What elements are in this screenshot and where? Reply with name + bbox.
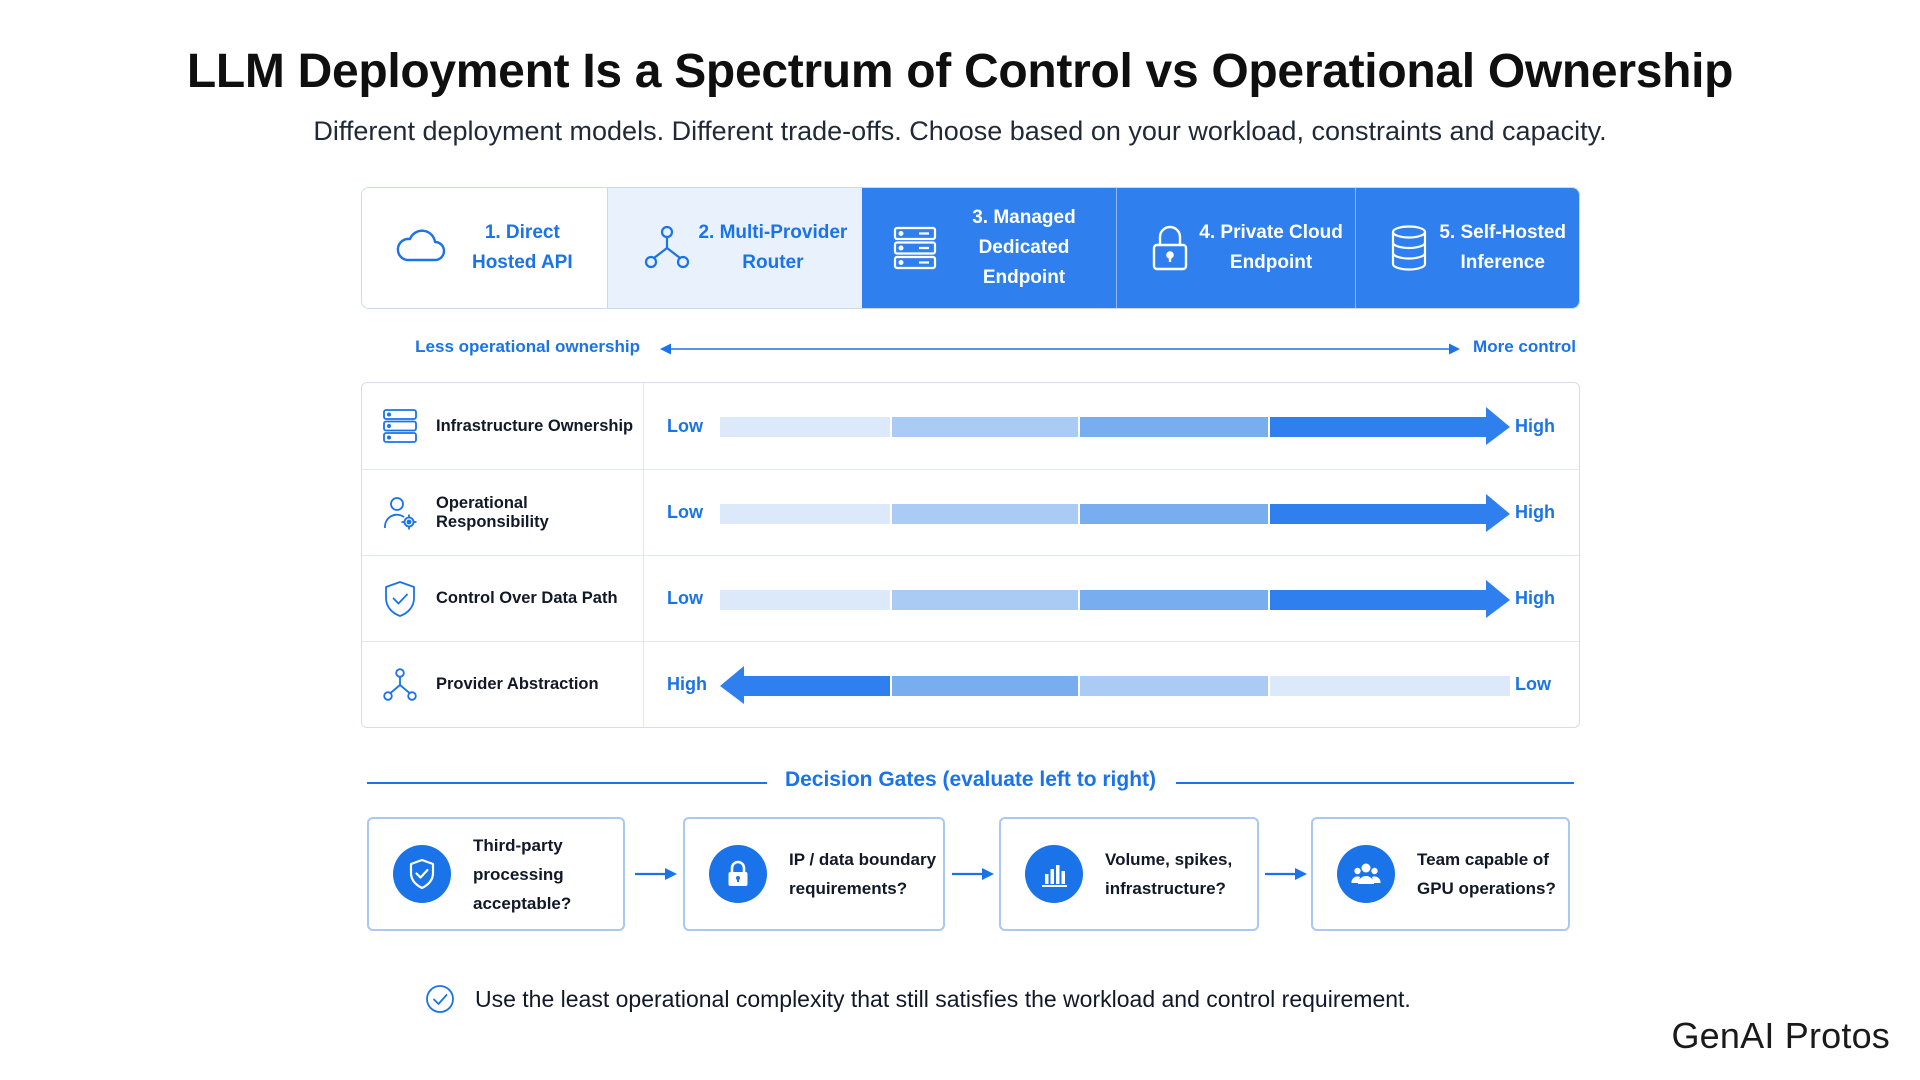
model-direct-hosted-api[interactable]: 1. Direct Hosted API [362, 188, 607, 308]
dimension-row-infrastructure-ownership: Infrastructure Ownership Low High [362, 383, 1579, 469]
decision-gates-header: Decision Gates (evaluate left to right) [367, 768, 1574, 798]
bar-chart-icon [1025, 845, 1083, 903]
decision-gate-volume[interactable]: Volume, spikes, infrastructure? [999, 817, 1259, 931]
model-label: 4. Private Cloud Endpoint [1199, 222, 1343, 273]
level-end: High [1515, 588, 1555, 608]
divider-line [367, 782, 767, 784]
dimension-label: Control Over Data Path [436, 589, 618, 607]
footer-note-text: Use the least operational complexity tha… [475, 985, 1411, 1012]
dimension-label: Infrastructure Ownership [436, 416, 634, 435]
dimension-table: Infrastructure Ownership Low High [361, 382, 1580, 728]
shield-check-icon [393, 845, 451, 903]
axis-left-label: Less operational ownership [415, 337, 640, 356]
dimension-row-control-over-data-path: Control Over Data Path Low High [362, 555, 1579, 641]
axis-right-label: More control [1473, 337, 1576, 356]
level-start: Low [667, 588, 703, 608]
dimension-row-provider-abstraction: Provider Abstraction High Low [362, 641, 1579, 727]
user-gear-icon [380, 493, 420, 533]
gate-arrow [1265, 868, 1307, 880]
level-end: High [1515, 502, 1555, 522]
network-icon [380, 665, 420, 705]
decision-gate-ip-boundary[interactable]: IP / data boundary requirements? [683, 817, 945, 931]
divider-line [1176, 782, 1574, 784]
database-icon [1380, 219, 1438, 277]
brand-logo: GenAI Protos [1671, 1015, 1890, 1056]
level-start: Low [667, 415, 703, 436]
decision-gates-title: Decision Gates (evaluate left to right) [784, 768, 1157, 791]
gate-text: Team capable of GPU operations? [1417, 850, 1556, 898]
level-start: Low [667, 502, 703, 522]
model-label: 2. Multi-Provider Router [698, 222, 848, 273]
level-end: Low [1515, 674, 1551, 694]
decision-gate-third-party[interactable]: Third-party processing acceptable? [367, 817, 625, 931]
model-managed-dedicated-endpoint[interactable]: 3. Managed Dedicated Endpoint [862, 188, 1116, 308]
level-end: High [1515, 415, 1555, 436]
dimension-label: Provider Abstraction [436, 675, 599, 693]
server-icon [380, 406, 420, 446]
axis-double-arrow [660, 343, 1460, 355]
dimension-label-cell: Operational Responsibility [362, 470, 644, 555]
dimension-row-operational-responsibility: Operational Responsibility Low High [362, 469, 1579, 555]
gradient-arrow-left [720, 666, 1510, 704]
gate-text: Volume, spikes, infrastructure? [1105, 850, 1233, 898]
deployment-models: 1. Direct Hosted API 2. Multi-Provider R… [361, 187, 1580, 309]
dimension-label: Operational Responsibility [436, 493, 549, 531]
model-self-hosted-inference[interactable]: 5. Self-Hosted Inference [1355, 188, 1579, 308]
gate-text: Third-party processing acceptable? [473, 835, 572, 913]
dimension-label-cell: Control Over Data Path [362, 556, 644, 641]
gate-arrow [952, 868, 994, 880]
lock-icon [709, 845, 767, 903]
cloud-icon [392, 219, 450, 277]
model-label: 5. Self-Hosted Inference [1439, 222, 1567, 273]
gate-arrow [635, 868, 677, 880]
server-icon [886, 219, 944, 277]
page-title: LLM Deployment Is a Spectrum of Control … [186, 45, 1734, 98]
decision-gate-team-capability[interactable]: Team capable of GPU operations? [1311, 817, 1570, 931]
level-start: High [667, 674, 707, 694]
gradient-arrow-right [720, 494, 1510, 532]
model-multi-provider-router[interactable]: 2. Multi-Provider Router [606, 188, 863, 308]
shield-check-icon [380, 579, 420, 619]
model-label: 1. Direct Hosted API [471, 222, 573, 273]
dimension-label-cell: Provider Abstraction [362, 642, 644, 727]
lock-icon [1141, 219, 1199, 277]
model-label: 3. Managed Dedicated Endpoint [972, 207, 1076, 288]
model-private-cloud-endpoint[interactable]: 4. Private Cloud Endpoint [1115, 188, 1356, 308]
network-icon [638, 219, 696, 277]
gradient-arrow-right [720, 407, 1510, 445]
page-subtitle: Different deployment models. Different t… [313, 116, 1607, 146]
dimension-label-cell: Infrastructure Ownership [362, 383, 644, 469]
gate-text: IP / data boundary requirements? [789, 850, 937, 898]
gradient-arrow-right [720, 580, 1510, 618]
check-circle-icon [426, 985, 454, 1013]
team-icon [1337, 845, 1395, 903]
footer-note: Use the least operational complexity tha… [425, 983, 1411, 1015]
